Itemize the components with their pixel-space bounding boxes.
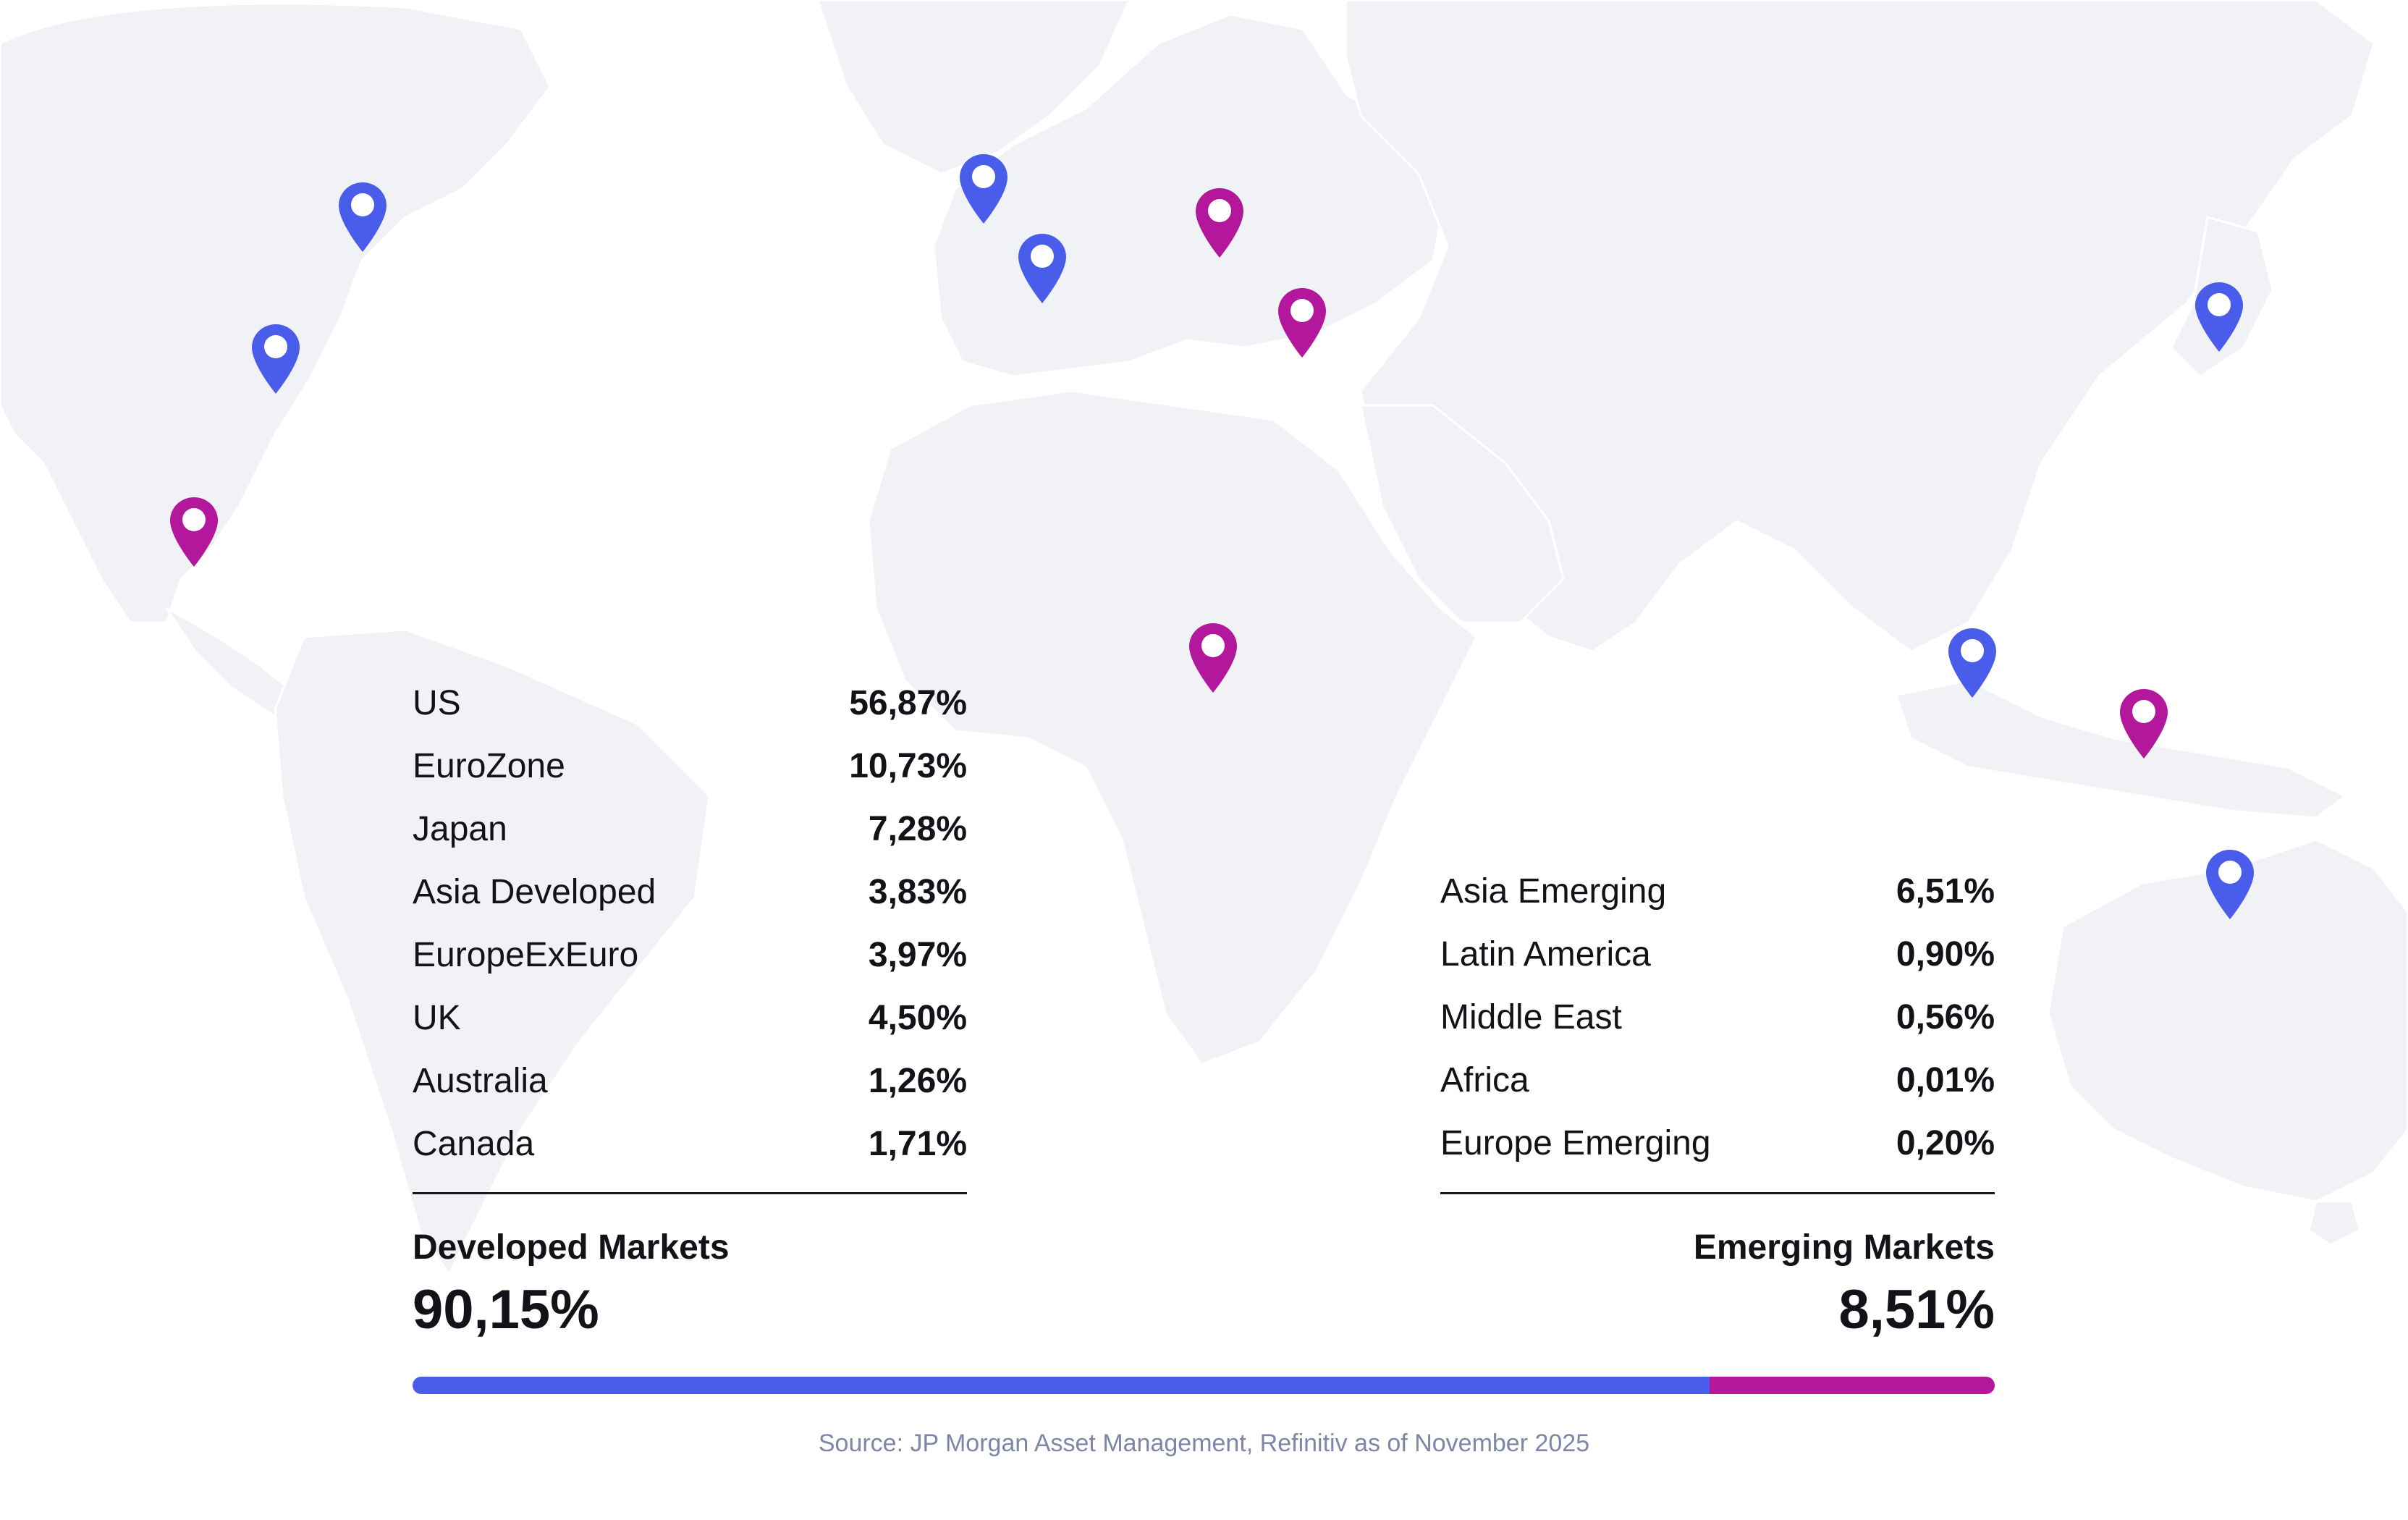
emerging-marker-middle-east [1276, 287, 1328, 359]
location-pin-icon [2120, 689, 2168, 759]
location-pin-icon [252, 324, 300, 394]
developed-markets-table: US 56,87% EuroZone 10,73% Japan 7,28% As… [413, 672, 967, 1175]
location-pin-icon [1196, 188, 1243, 258]
region-label: Australia [413, 1062, 548, 1100]
developed-marker-japan [2193, 281, 2245, 353]
region-label: Middle East [1440, 998, 1622, 1036]
region-weight: 0,90% [1896, 935, 1995, 974]
table-row: Africa 0,01% [1440, 1049, 1995, 1112]
emerging-markets-table: Asia Emerging 6,51% Latin America 0,90% … [1440, 860, 1995, 1175]
location-pin-icon [1948, 628, 1996, 698]
location-pin-icon [170, 497, 218, 567]
land-australia [2047, 838, 2408, 1203]
region-label: Asia Developed [413, 873, 656, 911]
table-row: Middle East 0,56% [1440, 986, 1995, 1049]
region-label: Asia Emerging [1440, 872, 1667, 911]
developed-divider [413, 1192, 967, 1194]
location-pin-icon [1189, 623, 1237, 693]
land-north-america [0, 2, 552, 624]
table-row: Asia Developed 3,83% [413, 861, 967, 924]
region-label: Japan [413, 810, 507, 848]
table-row: Australia 1,26% [413, 1050, 967, 1112]
source-note: Source: JP Morgan Asset Management, Refi… [818, 1430, 1590, 1457]
location-pin-icon [2206, 850, 2254, 919]
emerging-bar-segment [1709, 1377, 1995, 1394]
emerging-markets-total: 8,51% [1838, 1279, 1995, 1340]
table-row: US 56,87% [413, 672, 967, 735]
region-weight: 0,56% [1896, 998, 1995, 1036]
emerging-marker-asia-emerging [2118, 688, 2170, 760]
region-weight: 6,51% [1896, 872, 1995, 911]
region-label: Africa [1440, 1061, 1529, 1099]
developed-markets-total: 90,15% [413, 1279, 599, 1340]
table-row: UK 4,50% [413, 987, 967, 1050]
region-weight: 3,97% [868, 936, 967, 974]
developed-marker-canada [337, 181, 389, 253]
region-weight: 0,20% [1896, 1124, 1995, 1162]
region-weight: 10,73% [849, 747, 967, 785]
region-label: US [413, 684, 461, 722]
developed-marker-us [250, 323, 302, 395]
developed-marker-eurozone [1016, 232, 1068, 305]
location-pin-icon [1018, 234, 1066, 303]
emerging-marker-europe-emerging [1194, 187, 1246, 259]
developed-marker-australia [2204, 848, 2256, 921]
land-se-asia-islands [1895, 679, 2347, 819]
region-weight: 7,28% [868, 810, 967, 848]
land-arabia [1359, 404, 1565, 624]
land-south-america [274, 628, 711, 1276]
land-asia [1345, 0, 2375, 653]
developed-marker-uk [958, 153, 1010, 225]
region-weight: 1,71% [868, 1125, 967, 1163]
table-row: Europe Emerging 0,20% [1440, 1112, 1995, 1175]
region-label: UK [413, 999, 461, 1037]
table-row: Japan 7,28% [413, 798, 967, 861]
region-label: Europe Emerging [1440, 1124, 1711, 1162]
developed-marker-asia-developed [1946, 627, 1998, 699]
location-pin-icon [2195, 282, 2243, 352]
region-label: EuroZone [413, 747, 565, 785]
location-pin-icon [960, 154, 1007, 224]
emerging-marker-latin-america [168, 496, 220, 568]
emerging-markets-label: Emerging Markets [1693, 1228, 1995, 1267]
region-label: Latin America [1440, 935, 1651, 974]
land-greenland [816, 0, 1131, 175]
land-africa [867, 389, 1478, 1065]
land-europe [932, 13, 1449, 378]
region-label: EuropeExEuro [413, 936, 639, 974]
table-row: Canada 1,71% [413, 1112, 967, 1175]
location-pin-icon [339, 182, 386, 252]
table-row: Latin America 0,90% [1440, 923, 1995, 986]
region-weight: 0,01% [1896, 1061, 1995, 1099]
region-weight: 1,26% [868, 1062, 967, 1100]
region-weight: 56,87% [849, 684, 967, 722]
region-label: Canada [413, 1125, 535, 1163]
land-tasmania [2307, 1200, 2361, 1246]
table-row: EuroZone 10,73% [413, 735, 967, 798]
location-pin-icon [1278, 288, 1326, 358]
table-row: Asia Emerging 6,51% [1440, 860, 1995, 923]
table-row: EuropeExEuro 3,97% [413, 924, 967, 987]
allocation-split-bar [413, 1377, 1995, 1394]
emerging-marker-africa [1187, 622, 1239, 694]
region-weight: 3,83% [868, 873, 967, 911]
emerging-divider [1440, 1192, 1995, 1194]
region-weight: 4,50% [868, 999, 967, 1037]
developed-bar-segment [413, 1377, 1710, 1394]
developed-markets-label: Developed Markets [413, 1228, 730, 1267]
